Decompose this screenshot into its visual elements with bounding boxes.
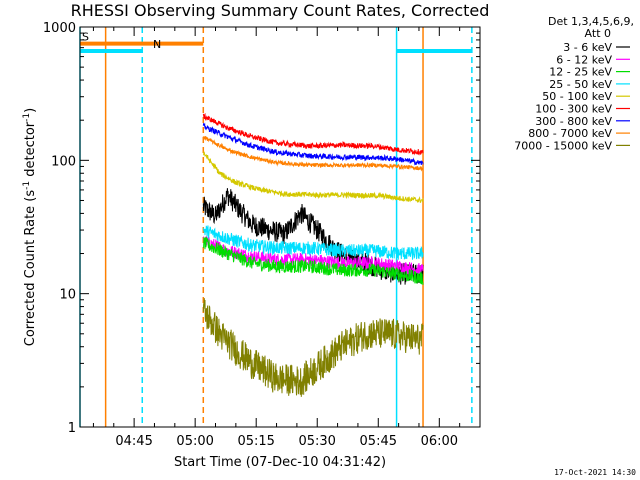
legend-label-3: 25 - 50 keV — [549, 78, 612, 91]
series-line-5 — [202, 112, 424, 156]
x-tick-label-4: 05:45 — [360, 434, 397, 449]
series-line-3 — [202, 225, 424, 260]
y-tick-label-2: 100 — [51, 154, 76, 169]
y-axis-label-mid: detector — [23, 121, 38, 181]
x-tick-label-0: 04:45 — [115, 434, 152, 449]
plot-layer: SN — [79, 27, 473, 427]
y-axis-label-main: Corrected Count Rate (s — [23, 190, 38, 347]
y-tick-label-1: 10 — [59, 288, 76, 303]
flag-label-0: S — [82, 31, 89, 44]
y-axis-label-sup2: -1 — [22, 113, 32, 122]
legend-label-6: 300 - 800 keV — [535, 115, 612, 128]
flag-label-1: N — [153, 38, 161, 51]
legend-label-1: 6 - 12 keV — [556, 53, 612, 66]
y-axis-label-end: ) — [23, 108, 38, 113]
series-line-7 — [202, 136, 424, 172]
axis-layer: 1 10 100 1000 04:45 05:00 05:15 05:30 05:45 06:00 — [43, 21, 481, 449]
legend-label-4: 50 - 100 keV — [542, 90, 612, 103]
footer-date: 17-Oct-2021 14:30 — [554, 468, 636, 477]
x-tick-label-2: 05:15 — [237, 434, 274, 449]
x-tick-label-3: 05:30 — [298, 434, 335, 449]
x-tick-label-5: 06:00 — [421, 434, 458, 449]
y-tick-label-0: 1 — [68, 421, 76, 436]
legend-header-line2: Att 0 — [585, 27, 611, 40]
legend-label-5: 100 - 300 keV — [535, 103, 612, 116]
legend-label-8: 7000 - 15000 keV — [514, 139, 612, 152]
x-tick-label-1: 05:00 — [176, 434, 213, 449]
chart-title: RHESSI Observing Summary Count Rates, Co… — [71, 1, 490, 20]
x-axis-label: Start Time (07-Dec-10 04:31:42) — [174, 455, 386, 470]
legend-label-2: 12 - 25 keV — [549, 66, 612, 79]
series-line-2 — [202, 236, 424, 285]
series-line-4 — [203, 150, 424, 204]
y-tick-label-3: 1000 — [43, 21, 76, 36]
plot-frame — [79, 26, 481, 428]
series-line-1 — [203, 236, 424, 277]
legend-label-0: 3 - 6 keV — [563, 41, 612, 54]
series-line-8 — [202, 298, 424, 397]
legend-header-line1: Det 1,3,4,5,6,9, — [548, 15, 634, 28]
y-axis-label: Corrected Count Rate (s-1 detector-1) — [22, 108, 38, 346]
y-axis-label-sup1: -1 — [22, 181, 32, 190]
series-line-6 — [202, 122, 424, 166]
legend-label-7: 800 - 7000 keV — [528, 127, 612, 140]
